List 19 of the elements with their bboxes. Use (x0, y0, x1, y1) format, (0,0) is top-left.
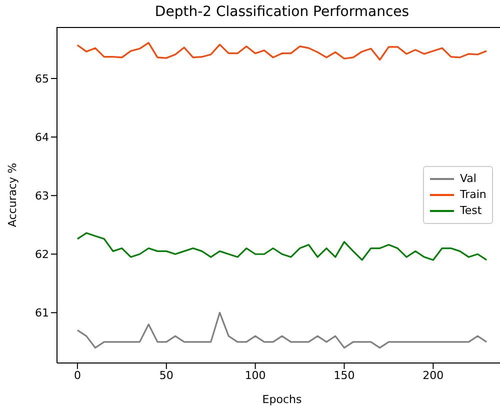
y-axis-title: Accuracy % (6, 162, 19, 228)
line-series (76, 232, 488, 261)
x-tick-label: 0 (74, 368, 81, 382)
x-tick-label: 150 (334, 368, 355, 382)
line-series (76, 42, 488, 61)
x-tick-label: 200 (422, 368, 444, 382)
legend-label: Val (460, 171, 476, 187)
legend-label: Train (460, 187, 486, 203)
x-tick-label: 50 (159, 368, 174, 382)
y-tick-label: 62 (35, 248, 49, 262)
y-tick-label: 65 (35, 72, 49, 86)
legend-label: Test (460, 203, 482, 219)
y-tick-label: 63 (35, 189, 49, 202)
x-axis-title: Epochs (262, 393, 302, 406)
chart-title: Depth-2 Classification Performances (154, 4, 410, 20)
y-tick-label: 61 (35, 306, 49, 320)
line-series (76, 312, 488, 349)
y-tick-label: 64 (35, 130, 49, 144)
x-tick-label: 100 (244, 368, 266, 382)
